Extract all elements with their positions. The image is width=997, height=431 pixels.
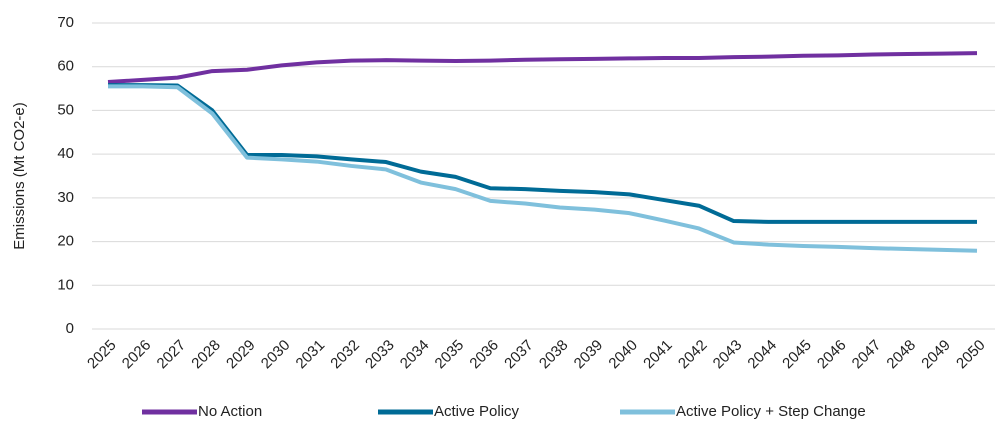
x-tick-label: 2048	[883, 337, 919, 373]
x-tick-label: 2025	[84, 337, 120, 373]
y-tick-label: 0	[66, 320, 74, 337]
x-tick-label: 2034	[397, 337, 433, 373]
x-tick-label: 2028	[188, 337, 224, 373]
y-tick-label: 20	[57, 233, 74, 250]
y-tick-label: 60	[57, 58, 74, 75]
x-tick-label: 2039	[571, 337, 607, 373]
legend-label: Active Policy	[434, 403, 520, 420]
y-tick-label: 40	[57, 145, 74, 162]
y-tick-label: 30	[57, 189, 74, 206]
legend-label: No Action	[198, 403, 262, 420]
legend-label: Active Policy + Step Change	[676, 403, 866, 420]
x-tick-label: 2046	[814, 337, 850, 373]
x-tick-label: 2037	[501, 337, 537, 373]
x-tick-label: 2030	[258, 337, 294, 373]
x-tick-label: 2036	[466, 337, 502, 373]
y-tick-label: 50	[57, 101, 74, 118]
x-tick-label: 2041	[640, 337, 676, 373]
x-tick-label: 2035	[432, 337, 468, 373]
y-tick-label: 70	[57, 14, 74, 31]
x-tick-label: 2033	[362, 337, 398, 373]
x-tick-label: 2040	[605, 337, 641, 373]
x-tick-label: 2032	[327, 337, 363, 373]
x-tick-label: 2027	[154, 337, 190, 373]
x-tick-label: 2031	[293, 337, 329, 373]
x-tick-label: 2044	[744, 337, 780, 373]
x-tick-label: 2026	[119, 337, 155, 373]
x-tick-label: 2045	[779, 337, 815, 373]
x-tick-label: 2038	[536, 337, 572, 373]
x-tick-label: 2043	[710, 337, 746, 373]
series-line	[107, 51, 978, 85]
x-tick-label: 2047	[849, 337, 885, 373]
x-tick-label: 2029	[223, 337, 259, 373]
y-tick-label: 10	[57, 276, 74, 293]
x-tick-label: 2042	[675, 337, 711, 373]
x-tick-label: 2049	[918, 337, 954, 373]
series-line	[108, 84, 978, 253]
y-axis-label: Emissions (Mt CO2-e)	[11, 102, 28, 250]
series-line	[108, 83, 977, 224]
x-tick-label: 2050	[953, 337, 989, 373]
